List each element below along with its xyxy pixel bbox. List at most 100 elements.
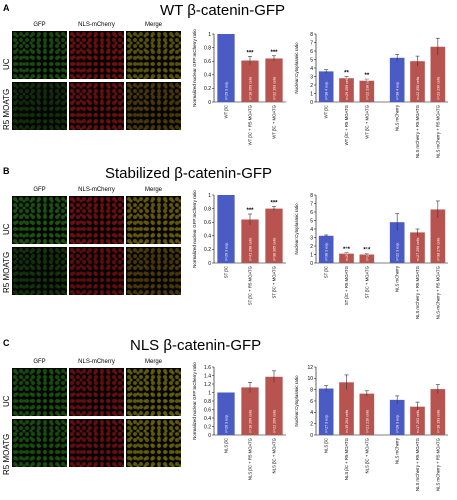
category-label: WT βC + R5 MOATG	[344, 104, 349, 145]
category-label: NLS mCherry + R5 MOATG	[435, 437, 440, 491]
y-axis-label: Normalized nuclear GFP:mCherry ratio	[192, 190, 197, 268]
micrograph-mcherry-mo	[69, 247, 124, 295]
panel-title: WT β-catenin-GFP	[160, 2, 286, 19]
y-tick-label: 6	[310, 49, 313, 55]
bar-n-label: n=41 298 cells	[249, 238, 253, 261]
y-tick-label: 1.2	[204, 382, 211, 388]
category-label: NLS mCherry + R5 MOATG	[415, 437, 420, 491]
bar-n-label: n=22 250 cells	[416, 77, 420, 100]
y-tick-label: 8	[310, 32, 313, 38]
bar	[241, 219, 259, 263]
bar-n-label: n=22 298 cells	[365, 238, 369, 261]
y-tick-label: 0.8	[204, 206, 211, 212]
y-axis-label: Nuclear:Cytoplasmic ratio	[294, 203, 299, 255]
bar-n-label: n=38 4 exp.	[396, 81, 400, 100]
bar-n-label: n=22 209 cells	[273, 410, 277, 433]
category-label: NLS mCherry	[395, 437, 400, 464]
bar	[265, 208, 283, 263]
row-label-morpholino: R5 MOATG	[2, 88, 11, 130]
panel-b: B Stabilized β-catenin-GFP GFP NLS-mCher…	[0, 163, 457, 333]
significance-label: **	[344, 71, 349, 77]
y-tick-label: 4	[310, 227, 313, 233]
chart-b-normalized: Normalized nuclear GFP:mCherry ratio 0 0.2…	[192, 190, 286, 305]
bar	[359, 393, 375, 435]
col-title-mcherry: NLS-mCherry	[78, 187, 115, 193]
bar	[241, 60, 259, 102]
bar	[359, 254, 375, 263]
significance-label: ***	[343, 247, 351, 253]
chart-b-nuc-cyto: Nuclear:Cytoplasmic ratio 0 1 2 3 4 5 6 7 8 n=38 3…	[294, 193, 448, 319]
bar-n-label: n=38 4 exp.	[325, 81, 329, 100]
bar-n-label: n=27 259 cells	[416, 238, 420, 261]
y-tick-label: 1	[310, 252, 313, 258]
y-tick-label: 0.4	[204, 234, 211, 240]
bar	[389, 222, 405, 263]
bar-n-label: n=27 3 exp.	[325, 414, 329, 433]
bar-n-label: n=23 230 cells	[436, 77, 440, 100]
bar-n-label: n=22 3 exp.	[396, 242, 400, 261]
panel-title: Stabilized β-catenin-GFP	[105, 165, 273, 182]
y-tick-label: 0	[208, 100, 211, 106]
bar	[410, 232, 425, 263]
bar-n-label: n=28 3 exp.	[396, 414, 400, 433]
bar-n-label: n=22 193 cells	[273, 77, 277, 100]
bar	[217, 195, 235, 263]
bar	[265, 58, 283, 102]
row-label-uc: UC	[2, 223, 11, 235]
row-label-morpholino: R5 MOATG	[2, 251, 11, 293]
y-tick-label: 7	[310, 40, 313, 46]
y-tick-label: 7	[310, 201, 313, 207]
y-tick-label: 8	[310, 387, 313, 393]
micrograph-gfp-uc	[12, 31, 67, 79]
y-tick-label: 1	[208, 32, 211, 38]
category-label: WT βC	[324, 105, 329, 118]
micrograph-mcherry-mo	[69, 82, 124, 130]
col-title-merge: Merge	[144, 22, 162, 28]
bar	[217, 392, 235, 435]
significance-label: ***	[363, 248, 371, 254]
micrograph-gfp-uc	[12, 368, 67, 416]
panel-letter: B	[3, 166, 10, 176]
panel-letter: A	[3, 3, 10, 13]
y-tick-label: 1	[310, 91, 313, 97]
y-tick-label: 0	[208, 433, 211, 439]
bar	[389, 57, 405, 102]
category-label: NLS mCherry + R5 MOATG	[435, 104, 440, 158]
micrograph-mcherry-uc	[69, 368, 124, 416]
bar-n-label: n=18 193 cells	[436, 410, 440, 433]
bar	[318, 235, 334, 263]
y-tick-label: 6	[310, 399, 313, 405]
y-tick-label: 2	[310, 421, 313, 427]
y-tick-label: 10	[307, 376, 313, 382]
bar-n-label: n=17 203 cells	[416, 410, 420, 433]
category-label: NLS βC	[224, 438, 229, 453]
y-tick-label: 3	[310, 74, 313, 80]
y-tick-label: 5	[310, 218, 313, 224]
col-title-gfp: GFP	[33, 187, 46, 193]
col-title-gfp: GFP	[33, 22, 46, 28]
bar	[265, 376, 283, 435]
bar-n-label: n=21 216 cells	[365, 410, 369, 433]
bar-n-label: n=38 3 exp.	[325, 242, 329, 261]
y-tick-label: 1.4	[204, 373, 211, 379]
chart-a-nuc-cyto: Nuclear:Cytoplasmic ratio 0 1 2 3 4 5 6 7 8 n=38 4…	[294, 32, 448, 158]
y-tick-label: 4	[310, 66, 313, 72]
row-label-uc: UC	[2, 395, 11, 407]
bar	[430, 389, 446, 435]
panel-c: C NLS β-catenin-GFP GFP NLS-mCherry Merg…	[0, 335, 457, 500]
category-label: NLS mCherry + R5 MOATG	[415, 265, 420, 319]
micrograph-mcherry-uc	[69, 31, 124, 79]
y-tick-label: 1.6	[204, 365, 211, 371]
bar-n-label: n=29 259 cells	[345, 238, 349, 261]
col-title-merge: Merge	[144, 187, 162, 193]
panel-a: A WT β-catenin-GFP GFP NLS-mCherry Merge…	[0, 0, 457, 160]
significance-label: ***	[246, 208, 254, 214]
y-tick-label: 1	[208, 193, 211, 199]
y-tick-label: 0.2	[204, 247, 211, 253]
bar	[339, 253, 354, 263]
y-tick-label: 0	[208, 261, 211, 267]
category-label: NLS βC	[324, 438, 329, 453]
significance-label: **	[364, 73, 369, 79]
bar	[339, 78, 354, 102]
y-tick-label: 0.6	[204, 407, 211, 413]
